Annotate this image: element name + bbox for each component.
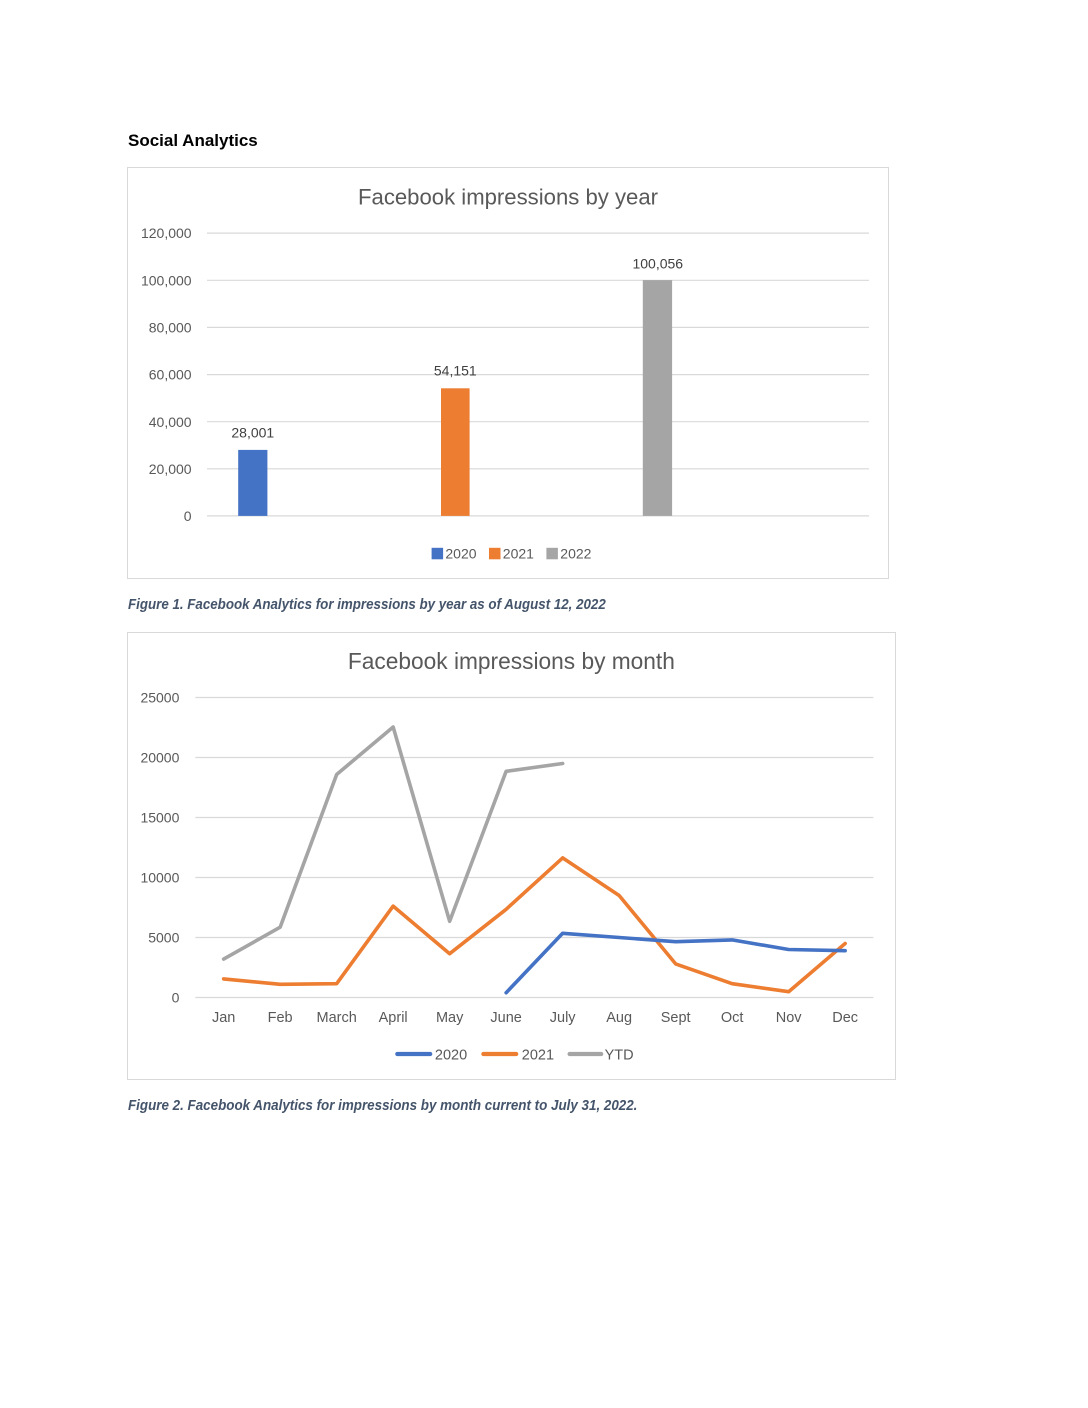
svg-text:54,151: 54,151 [434, 363, 477, 379]
svg-text:Nov: Nov [776, 1010, 803, 1026]
svg-text:20,000: 20,000 [149, 461, 192, 477]
svg-text:2021: 2021 [503, 546, 534, 562]
svg-text:15000: 15000 [140, 810, 179, 826]
svg-text:0: 0 [184, 508, 192, 524]
svg-text:100,056: 100,056 [632, 255, 683, 271]
svg-text:25000: 25000 [140, 690, 179, 706]
svg-text:10000: 10000 [140, 870, 179, 886]
svg-text:2022: 2022 [560, 546, 591, 562]
svg-text:Facebook impressions by year: Facebook impressions by year [358, 184, 658, 209]
svg-text:Dec: Dec [832, 1010, 858, 1026]
svg-text:Jan: Jan [212, 1010, 235, 1026]
svg-text:2020: 2020 [445, 546, 476, 562]
svg-text:Feb: Feb [268, 1010, 293, 1026]
svg-text:5000: 5000 [148, 930, 179, 946]
svg-text:80,000: 80,000 [149, 320, 192, 336]
svg-text:20000: 20000 [140, 750, 179, 766]
svg-text:120,000: 120,000 [141, 225, 192, 241]
svg-text:40,000: 40,000 [149, 414, 192, 430]
svg-text:2021: 2021 [522, 1047, 554, 1063]
svg-text:Oct: Oct [721, 1010, 744, 1026]
svg-text:YTD: YTD [605, 1047, 634, 1063]
svg-text:Facebook impressions by month: Facebook impressions by month [348, 648, 675, 674]
svg-text:March: March [317, 1010, 357, 1026]
svg-text:Sept: Sept [661, 1010, 691, 1026]
svg-text:60,000: 60,000 [149, 367, 192, 383]
svg-text:28,001: 28,001 [231, 425, 274, 441]
svg-text:May: May [436, 1010, 464, 1026]
svg-text:100,000: 100,000 [141, 272, 192, 288]
svg-text:June: June [490, 1010, 521, 1026]
svg-text:Aug: Aug [606, 1010, 632, 1026]
svg-text:0: 0 [172, 990, 180, 1006]
svg-text:2020: 2020 [435, 1047, 467, 1063]
svg-text:April: April [379, 1010, 408, 1026]
svg-text:July: July [550, 1010, 577, 1026]
